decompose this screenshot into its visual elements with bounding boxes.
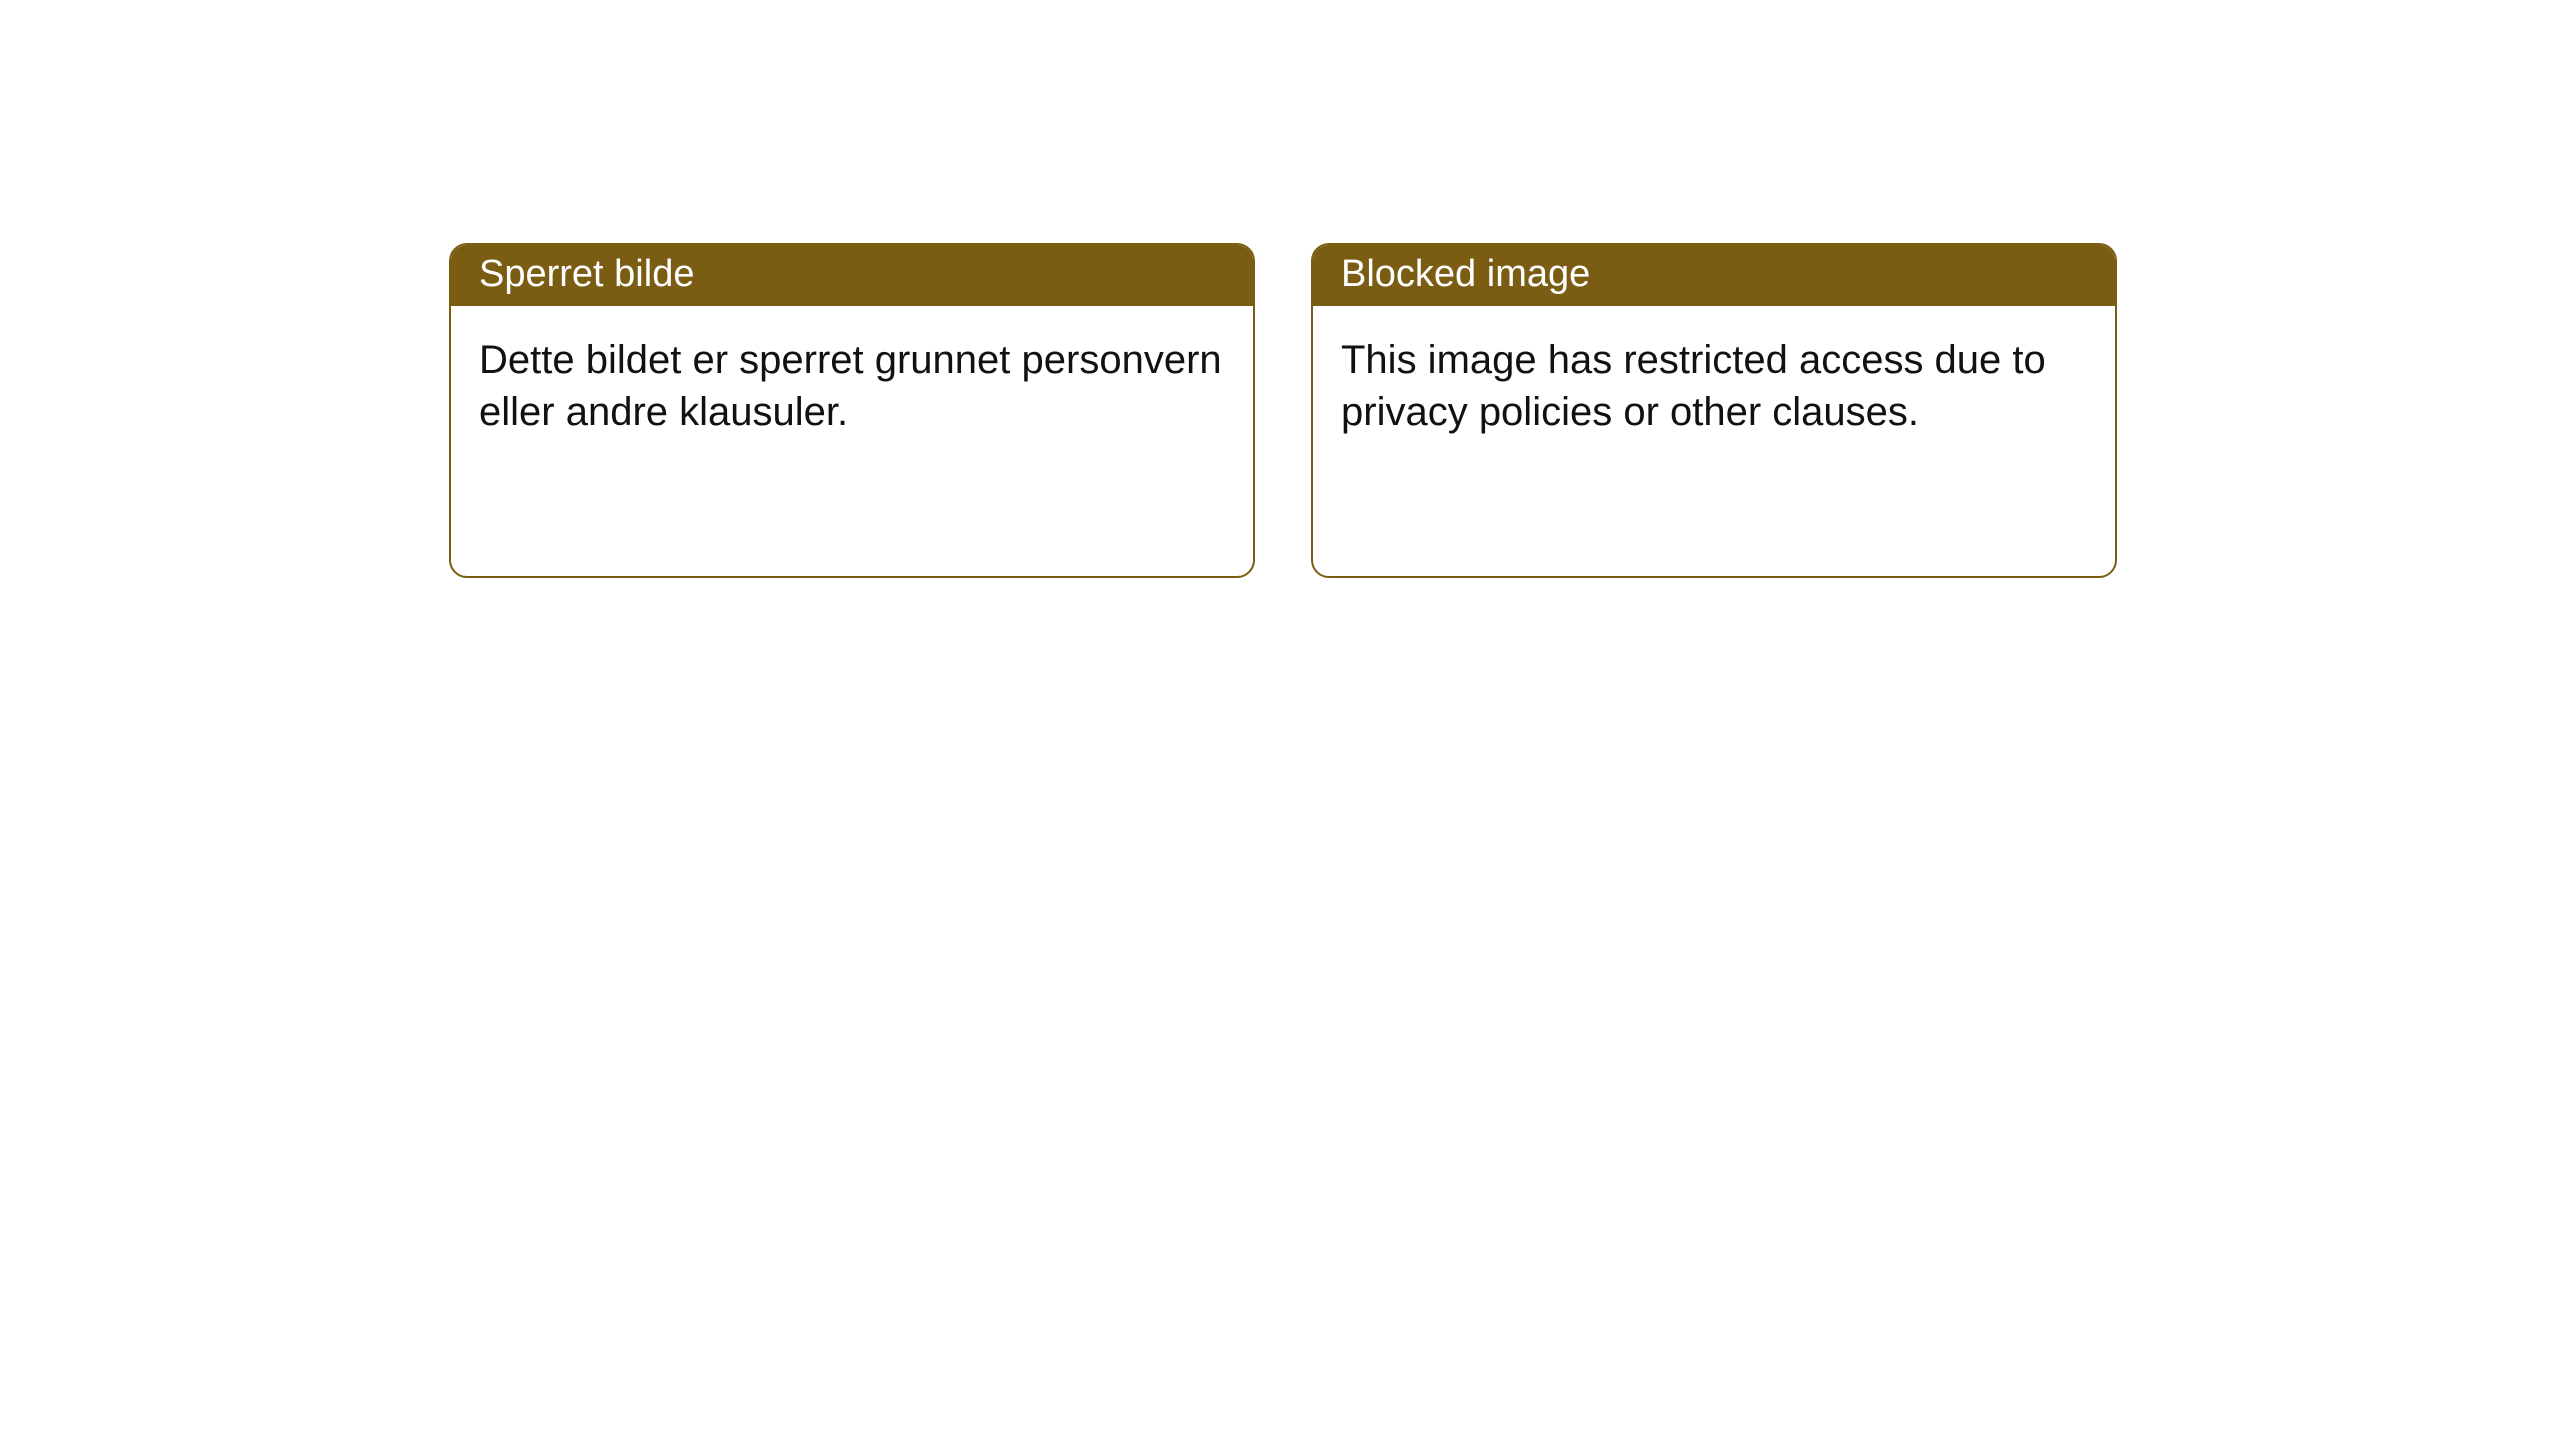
- notice-card-english: Blocked image This image has restricted …: [1311, 243, 2117, 578]
- notice-body: Dette bildet er sperret grunnet personve…: [451, 306, 1253, 466]
- notice-header: Blocked image: [1313, 245, 2115, 306]
- notice-card-norwegian: Sperret bilde Dette bildet er sperret gr…: [449, 243, 1255, 578]
- notice-header: Sperret bilde: [451, 245, 1253, 306]
- notice-body: This image has restricted access due to …: [1313, 306, 2115, 466]
- notices-container: Sperret bilde Dette bildet er sperret gr…: [0, 0, 2560, 578]
